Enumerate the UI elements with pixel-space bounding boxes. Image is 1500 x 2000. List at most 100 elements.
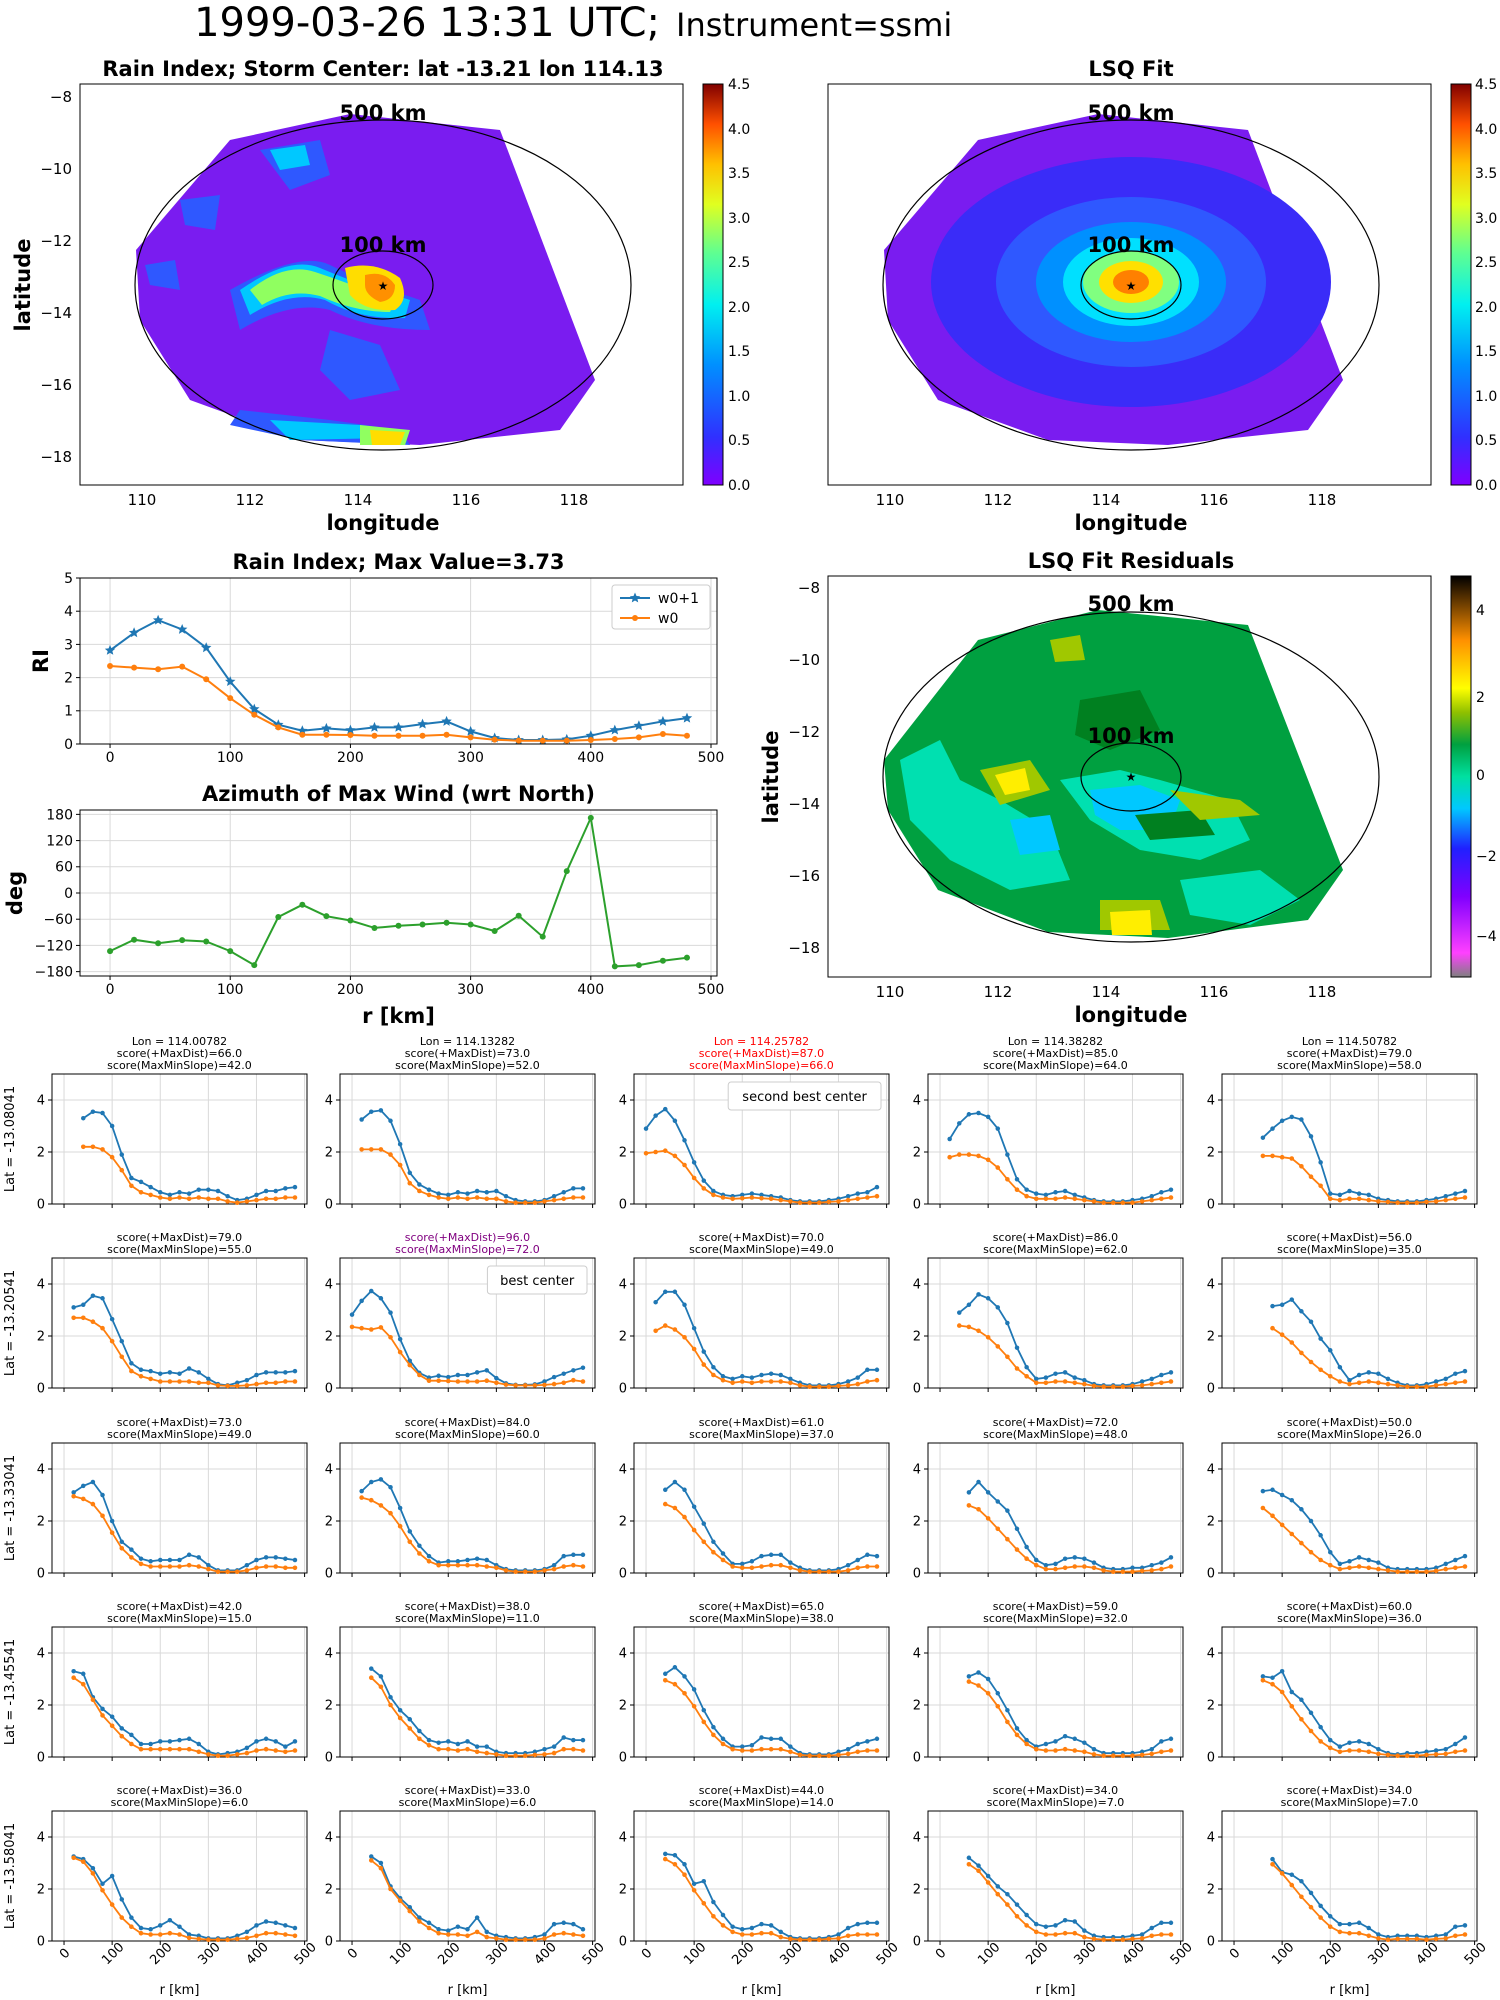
data-point [395, 732, 402, 739]
data-point [455, 1195, 461, 1200]
data-point [90, 1293, 96, 1298]
data-point [976, 1868, 981, 1874]
data-point [263, 1736, 269, 1742]
data-point [157, 1932, 163, 1937]
data-point [378, 1674, 384, 1679]
data-point [1159, 1932, 1164, 1937]
cell-xlabel: r [km] [742, 1983, 782, 1998]
data-point [503, 1193, 509, 1199]
series-line [968, 1857, 1171, 1938]
grid-cell-chart: Lon = 114.00782score(+MaxDist)=66.0score… [37, 1035, 308, 1213]
cell-xlabel: r [km] [1330, 1983, 1370, 1998]
data-point [484, 1744, 489, 1749]
y-tick-label: 0 [619, 1382, 627, 1397]
data-point [1318, 1183, 1323, 1189]
data-point [739, 1565, 745, 1571]
data-point [1462, 1553, 1468, 1559]
data-point [397, 1349, 403, 1355]
y-tick-label: 4 [913, 1831, 921, 1846]
data-point [225, 1569, 230, 1574]
data-point [1159, 1196, 1164, 1202]
data-point [740, 1374, 745, 1379]
resid-map-yticks: −8 −10 −12 −14 −16 −18 [788, 579, 820, 957]
data-point [1053, 1923, 1058, 1928]
data-point [1082, 1749, 1087, 1755]
data-point [865, 1190, 870, 1195]
cell-score-maxminslope: score(MaxMinSlope)=35.0 [1277, 1243, 1422, 1256]
resid-map-ytick: −14 [788, 795, 820, 813]
data-point [682, 1872, 687, 1877]
data-point [643, 1126, 649, 1131]
x-tick-label: 300 [195, 1940, 223, 1968]
data-point [378, 1865, 384, 1871]
data-point [119, 1354, 125, 1360]
data-point [672, 1479, 678, 1485]
series-line [1262, 1115, 1466, 1203]
data-point [659, 731, 666, 738]
series-line [968, 1863, 1171, 1941]
data-point [1014, 1526, 1020, 1532]
data-point [1120, 1753, 1126, 1758]
data-point [90, 1865, 96, 1871]
data-point [730, 1196, 735, 1202]
data-point [683, 732, 690, 739]
data-point [196, 1187, 201, 1192]
data-point [1091, 1746, 1097, 1752]
data-point [1308, 1549, 1314, 1555]
data-point [445, 1378, 451, 1384]
data-point [292, 1748, 298, 1753]
data-point [1053, 1561, 1058, 1567]
data-point [407, 1358, 413, 1363]
cell-score-maxdist: score(+MaxDist)=87.0 [699, 1047, 824, 1060]
plot-frame [633, 1257, 890, 1389]
data-point [378, 1325, 384, 1330]
data-point [845, 1568, 851, 1573]
y-tick-label: 2 [325, 1330, 333, 1345]
data-point [571, 1186, 576, 1191]
y-tick-label: 0 [1207, 1198, 1215, 1213]
data-point [1366, 1925, 1371, 1931]
data-point [1404, 1200, 1410, 1205]
x-tick-label: 400 [577, 750, 604, 766]
rain-map-500km-circle [134, 119, 632, 451]
data-point [397, 1715, 403, 1721]
y-tick-label: 4 [37, 1094, 45, 1109]
data-point [1443, 1561, 1448, 1567]
data-point [417, 1919, 422, 1924]
data-point [976, 1328, 981, 1334]
data-point [1082, 1377, 1087, 1383]
x-tick-label: 400 [1414, 1940, 1442, 1968]
data-point [855, 1932, 861, 1937]
data-point [1005, 1354, 1010, 1360]
plot-area [928, 1258, 1183, 1388]
data-point [369, 1666, 374, 1671]
data-point [1462, 1368, 1468, 1374]
x-tick-label: 100 [681, 1940, 709, 1968]
data-point [441, 715, 452, 726]
data-point [1279, 1871, 1285, 1876]
data-point [167, 1379, 173, 1384]
data-point [1062, 1930, 1068, 1936]
lsq-cbar-tick: 0.0 [1475, 478, 1497, 494]
data-point [244, 1745, 250, 1751]
data-point [816, 1937, 822, 1942]
data-point [455, 1190, 461, 1195]
data-point [119, 1733, 125, 1739]
data-point [465, 1191, 470, 1196]
data-point [474, 1915, 480, 1920]
data-point [663, 1106, 668, 1112]
data-point [369, 1854, 374, 1859]
x-tick-label: 0 [106, 750, 115, 766]
data-point [1289, 1872, 1295, 1877]
data-point [119, 1539, 125, 1545]
x-tick-label: 0 [639, 1946, 655, 1962]
data-point [203, 938, 210, 945]
data-point [349, 1312, 355, 1317]
data-point [1289, 1882, 1295, 1888]
data-point [225, 676, 236, 686]
data-point [1043, 1741, 1049, 1747]
resid-map-colorbar: 4 2 0 −2 −4 [1450, 575, 1497, 978]
data-point [494, 1380, 499, 1386]
y-tick-label: 0 [37, 1935, 45, 1950]
data-point [292, 1925, 298, 1931]
